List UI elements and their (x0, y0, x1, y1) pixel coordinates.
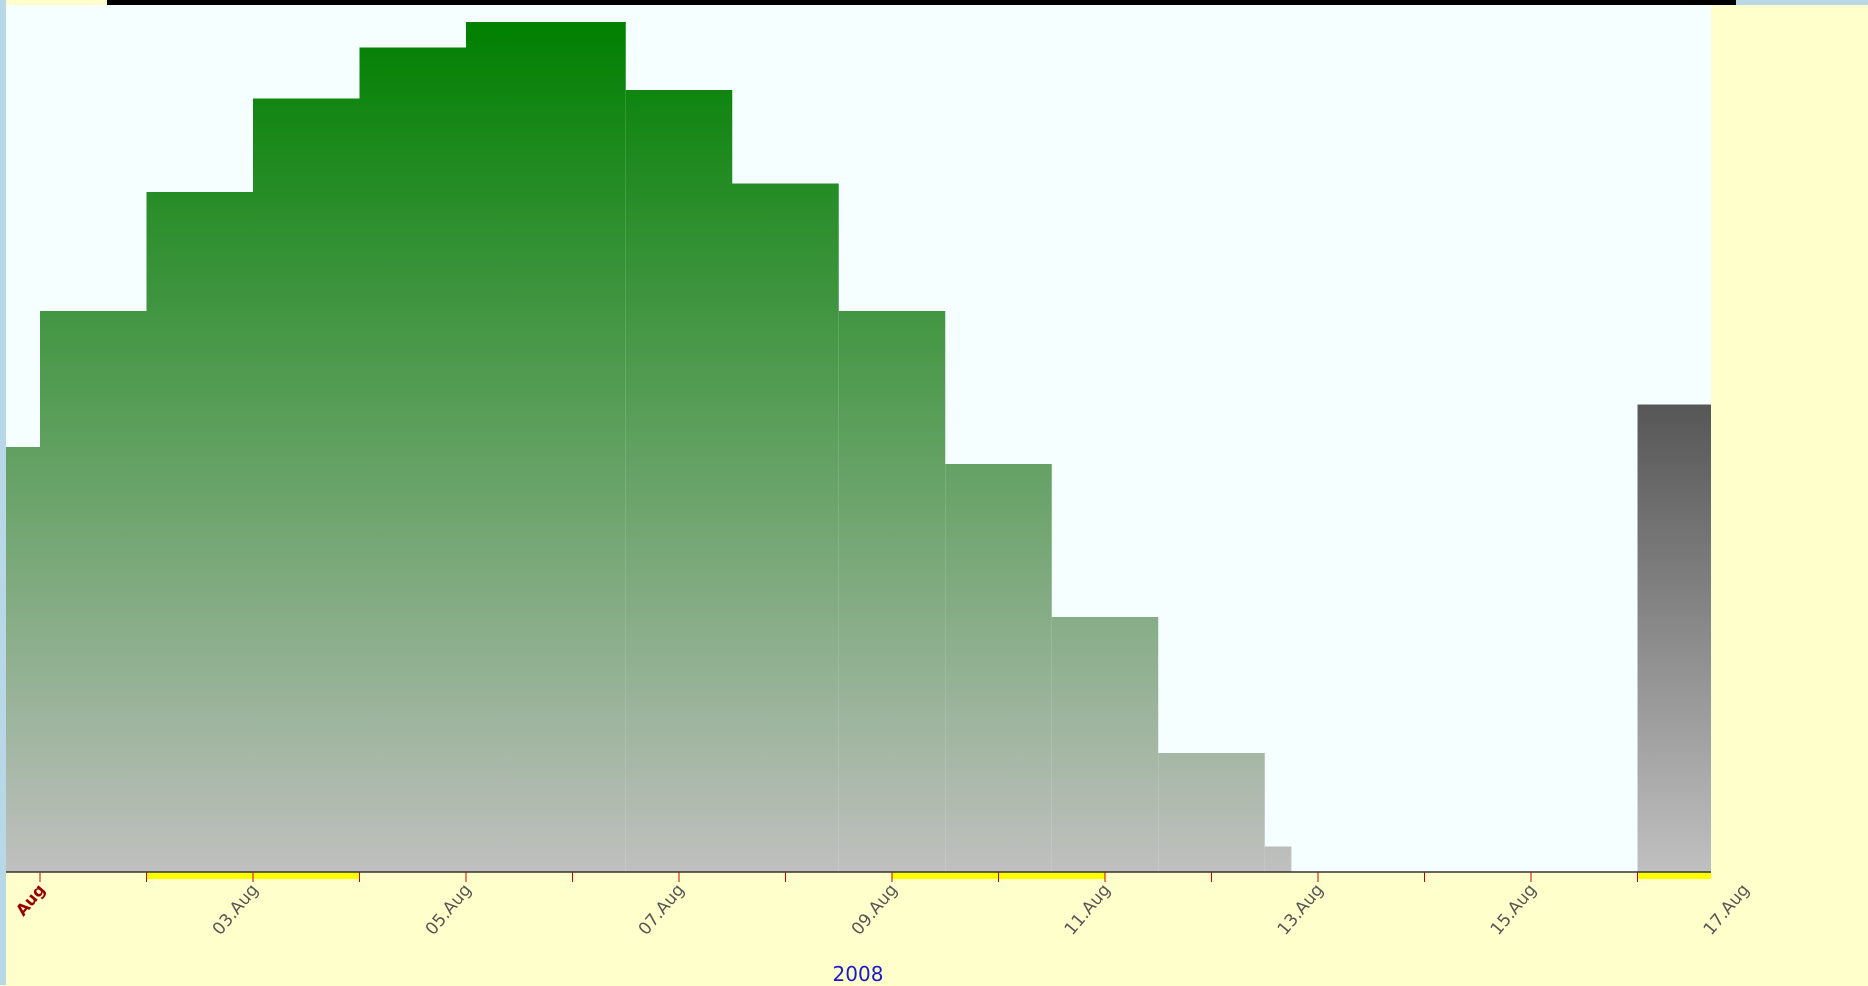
date-tick-label: 09.Aug (848, 880, 902, 939)
x-axis-year-label: 2008 (832, 962, 884, 986)
bar (466, 22, 626, 872)
bar (253, 98, 360, 872)
bar (679, 183, 839, 872)
date-tick-label: 11.Aug (1061, 880, 1115, 939)
bar (945, 464, 1052, 872)
date-tick-label: 07.Aug (635, 880, 689, 939)
date-tick-label: 13.Aug (1274, 880, 1328, 939)
date-tick-label: 15.Aug (1487, 880, 1541, 939)
date-tick-label: 05.Aug (422, 880, 476, 939)
left-edge-strip (0, 0, 6, 985)
bar (1637, 404, 1711, 872)
bar (146, 192, 253, 872)
weekend-highlight (1637, 872, 1711, 879)
top-border-bar (107, 0, 1736, 5)
bar (40, 311, 147, 872)
x-axis-ticks (39, 872, 1638, 882)
date-tick-label: 03.Aug (209, 880, 263, 939)
x-axis-tick-labels: Aug 03.Aug 05.Aug 07.Aug 09.Aug 11.Aug 13.Aug 1… (12, 880, 1754, 939)
bars (6, 22, 1711, 872)
weekend-highlights (146, 872, 1711, 879)
bar (1158, 753, 1265, 872)
top-right-strip (1736, 0, 1868, 5)
date-tick-label: 17.Aug (1700, 880, 1754, 939)
bar (6, 447, 40, 872)
month-tick-label: Aug (12, 880, 49, 919)
bar (1051, 617, 1159, 872)
bar (359, 47, 466, 872)
bar (1264, 846, 1292, 872)
bar (838, 311, 946, 872)
